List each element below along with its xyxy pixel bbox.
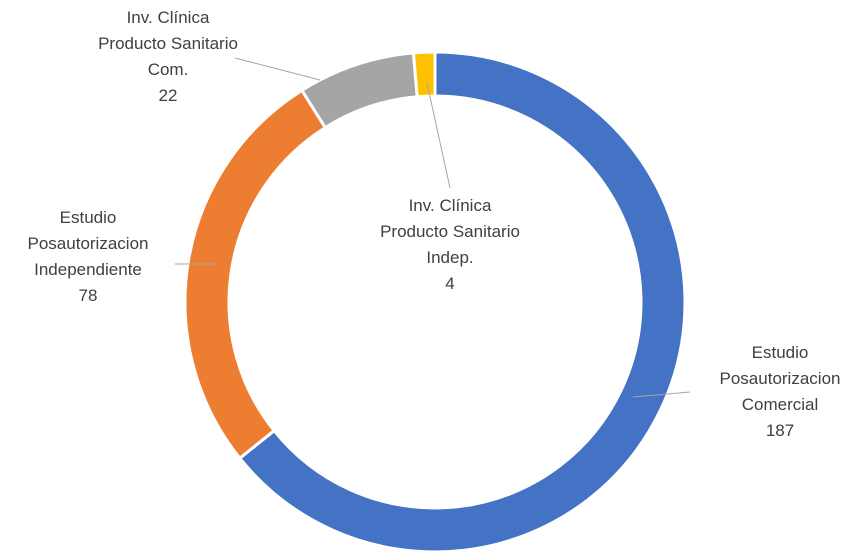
- donut-slice: [411, 50, 437, 99]
- slice-name: Inv. Clínica Producto Sanitario Com.: [98, 8, 238, 79]
- leader-line: [426, 82, 451, 189]
- slice-value: 22: [158, 86, 178, 105]
- data-label: Inv. Clínica Producto Sanitario Com. 22: [93, 5, 243, 109]
- donut-slice: [299, 51, 419, 130]
- data-label: Estudio Posautorizacion Independiente 78: [13, 205, 163, 309]
- slice-value: 78: [78, 286, 98, 305]
- slice-name: Estudio Posautorizacion Comercial: [719, 343, 841, 414]
- slice-value: 4: [445, 274, 455, 293]
- slice-name: Inv. Clínica Producto Sanitario Indep.: [380, 196, 520, 267]
- slice-name: Estudio Posautorizacion Independiente: [27, 208, 149, 279]
- slice-value: 187: [765, 421, 795, 440]
- leader-line: [234, 57, 321, 81]
- donut-slice: [237, 50, 687, 552]
- data-label: Estudio Posautorizacion Comercial 187: [705, 340, 854, 444]
- data-label: Inv. Clínica Producto Sanitario Indep. 4: [375, 193, 525, 297]
- leader-line: [632, 391, 691, 398]
- donut-slice: [183, 88, 328, 461]
